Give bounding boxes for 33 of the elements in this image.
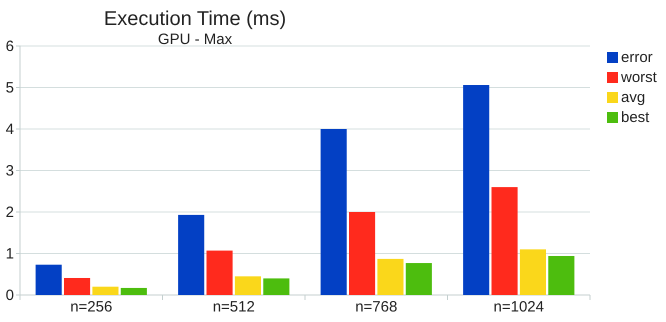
legend-label: best	[621, 109, 650, 126]
bar	[36, 264, 62, 295]
legend-label: worst	[620, 69, 658, 86]
x-tick-label: n=512	[212, 298, 255, 316]
y-tick-label: 5	[6, 79, 14, 96]
y-tick-label: 4	[6, 120, 14, 138]
bar	[320, 129, 347, 295]
y-tick-label: 1	[6, 245, 14, 262]
bar	[178, 214, 204, 295]
bar	[206, 250, 233, 295]
bar	[520, 249, 546, 295]
bar	[463, 85, 490, 295]
x-tick-label: n=1024	[494, 298, 544, 316]
y-tick-label: 0	[6, 286, 14, 304]
chart-subtitle: GPU - Max	[158, 31, 233, 48]
y-tick-label: 6	[6, 38, 14, 55]
bar	[263, 278, 290, 295]
bar	[64, 278, 90, 295]
bar	[234, 276, 261, 295]
legend-label: avg	[621, 89, 646, 106]
bar	[92, 286, 118, 295]
bar	[349, 212, 376, 295]
bar	[120, 288, 147, 295]
chart-title: Execution Time (ms)	[104, 8, 286, 30]
y-tick-label: 3	[6, 162, 14, 180]
bar	[406, 263, 432, 295]
bar	[377, 258, 404, 295]
y-tick-label: 2	[6, 204, 14, 221]
bar	[492, 187, 518, 295]
bar	[548, 256, 574, 295]
x-tick-label: n=256	[70, 298, 112, 316]
legend-label: error	[621, 49, 653, 66]
x-tick-label: n=768	[355, 298, 398, 316]
